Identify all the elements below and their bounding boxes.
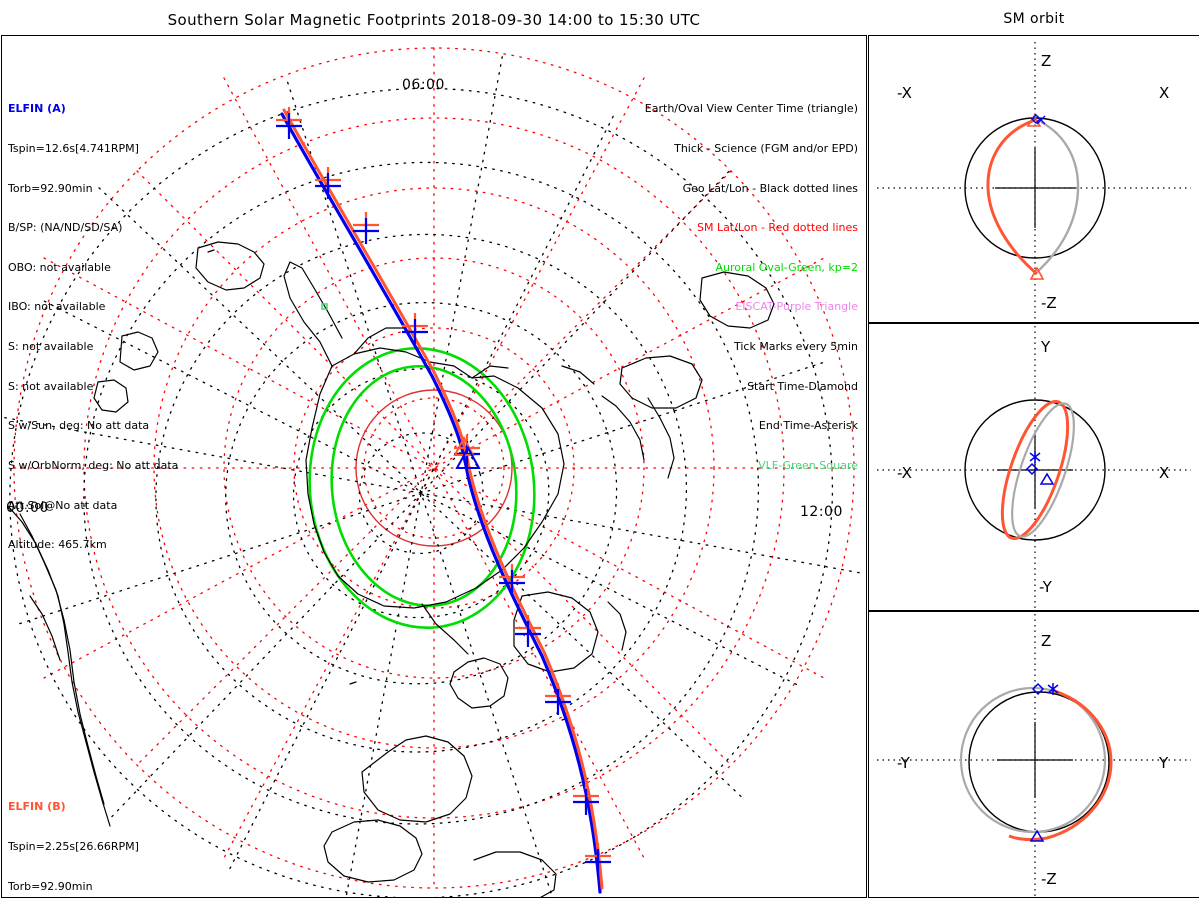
sm-orbit-panel-xy[interactable]: -X X Y -Y: [868, 323, 1199, 611]
orbit-yz-label-top: Z: [1041, 632, 1051, 650]
legend-item-6: Tick Marks every 5min: [733, 340, 858, 354]
elfin-a-line-4: IBO: not available: [8, 300, 106, 314]
elfin-b-info-panel: ELFIN (B) Tspin=2.25s[26.66RPM] Torb=92.…: [8, 774, 178, 897]
elfin-a-line-8: S w/OrbNorm, deg: No att data: [8, 458, 179, 472]
orbit-xy-label-bottom: -Y: [1039, 578, 1053, 596]
orbit-xz-label-left: -X: [897, 84, 912, 102]
orbit-xy-markers: [1025, 451, 1055, 485]
elfin-a-line-3: OBO: not available: [8, 260, 111, 274]
legend-item-1: Thick - Science (FGM and/or EPD): [674, 142, 858, 156]
legend-item-5: EISCAT-Purple Triangle: [735, 300, 858, 314]
orbit-xy-label-left: -X: [897, 464, 912, 482]
polar-footprint-map[interactable]: ELFIN (A) Tspin=12.6s[4.741RPM] Torb=92.…: [1, 35, 867, 898]
orbit-track-red-xy: [1000, 399, 1070, 541]
orbit-xy-label-top: Y: [1040, 338, 1051, 356]
sm-orbit-panel-xz[interactable]: -X X Z -Z: [868, 35, 1199, 323]
elfin-a-line-5: S: not available: [8, 340, 94, 354]
legend-item-0: Earth/Oval View Center Time (triangle): [644, 102, 858, 116]
credits: Tsyganenko-1996 Created: Sun Jan 29 08:4…: [678, 894, 866, 897]
orbit-yz-canvas: -Y Y Z -Z: [877, 614, 1191, 897]
orbit-xy-canvas: -X X Y -Y: [877, 326, 1191, 610]
orbit-xz-axes: [877, 42, 1191, 322]
mlt-label-right: 12:00: [800, 504, 843, 520]
orbit-xy-axes: [877, 326, 1191, 610]
orbit-yz-markers: [1029, 682, 1059, 842]
legend-item-3: SM Lat/Lon - Red dotted lines: [696, 221, 858, 235]
center-triangle-bottom-xz: [1029, 266, 1045, 280]
orbit-track-red-xz: [986, 118, 1038, 276]
start-end-markers-xz: [1031, 114, 1046, 125]
legend-item-2: Geo Lat/Lon - Black dotted lines: [682, 181, 858, 195]
orbit-yz-label-right: Y: [1158, 754, 1169, 772]
legend-item-9: VLF-Green Square: [758, 458, 858, 472]
vlf-green-square-marker: [321, 303, 328, 310]
elfin-b-line-0: Tspin=2.25s[26.66RPM]: [8, 840, 139, 854]
elfin-a-line-7: S w/Sun, deg: No att data: [8, 419, 150, 433]
orbit-yz-label-left: -Y: [897, 754, 911, 772]
orbit-panel-title: SM orbit: [1003, 11, 1065, 27]
orbit-yz-label-bottom: -Z: [1041, 870, 1057, 888]
elfin-a-line-2: B/SP: (NA/ND/SD/SA): [8, 221, 123, 235]
elfin-a-info-panel: ELFIN (A) Tspin=12.6s[4.741RPM] Torb=92.…: [8, 76, 178, 578]
elfin-a-line-9: Att.Sol@No att data: [8, 498, 118, 512]
orbit-track-grey-xy: [1011, 402, 1075, 538]
map-legend: Earth/Oval View Center Time (triangle) T…: [438, 76, 858, 499]
orbit-track-red-yz: [1008, 688, 1113, 841]
elfin-b-line-1: Torb=92.90min: [8, 879, 93, 893]
orbit-track-grey-xz: [1036, 120, 1080, 273]
elfin-a-line-0: Tspin=12.6s[4.741RPM]: [8, 142, 139, 156]
orbit-xy-label-right: X: [1159, 464, 1169, 482]
elfin-a-name: ELFIN (A): [8, 102, 66, 116]
legend-item-8: End Time-Asterisk: [758, 419, 858, 433]
orbit-yz-crosshair: [997, 722, 1073, 798]
legend-item-4: Auroral Oval-Green, kp=2: [715, 260, 858, 274]
center-triangle-top-xz: [1026, 114, 1042, 127]
sm-orbit-panel-yz[interactable]: -Y Y Z -Z: [868, 611, 1199, 898]
elfin-a-line-1: Torb=92.90min: [8, 181, 93, 195]
sm-orbit-panels: -X X Z -Z: [868, 35, 1199, 898]
mlt-label-left: 00:00: [6, 500, 49, 516]
page-title: Southern Solar Magnetic Footprints 2018-…: [167, 11, 701, 29]
orbit-xz-canvas: -X X Z -Z: [877, 42, 1191, 322]
orbit-xz-label-top: Z: [1041, 52, 1051, 70]
orbit-yz-axes: [877, 614, 1191, 897]
elfin-b-name: ELFIN (B): [8, 800, 66, 814]
legend-item-7: Start Time-Diamond: [747, 379, 858, 393]
earth-disk-xy: [964, 399, 1106, 541]
orbit-xz-crosshair: [995, 148, 1075, 228]
orbit-xz-label-bottom: -Z: [1041, 294, 1057, 312]
elfin-a-line-10: Altitude: 465.7km: [8, 538, 107, 552]
mlt-label-top: 06:00: [402, 77, 445, 93]
orbit-xz-label-right: X: [1159, 84, 1169, 102]
elfin-a-line-6: S: not available: [8, 379, 94, 393]
